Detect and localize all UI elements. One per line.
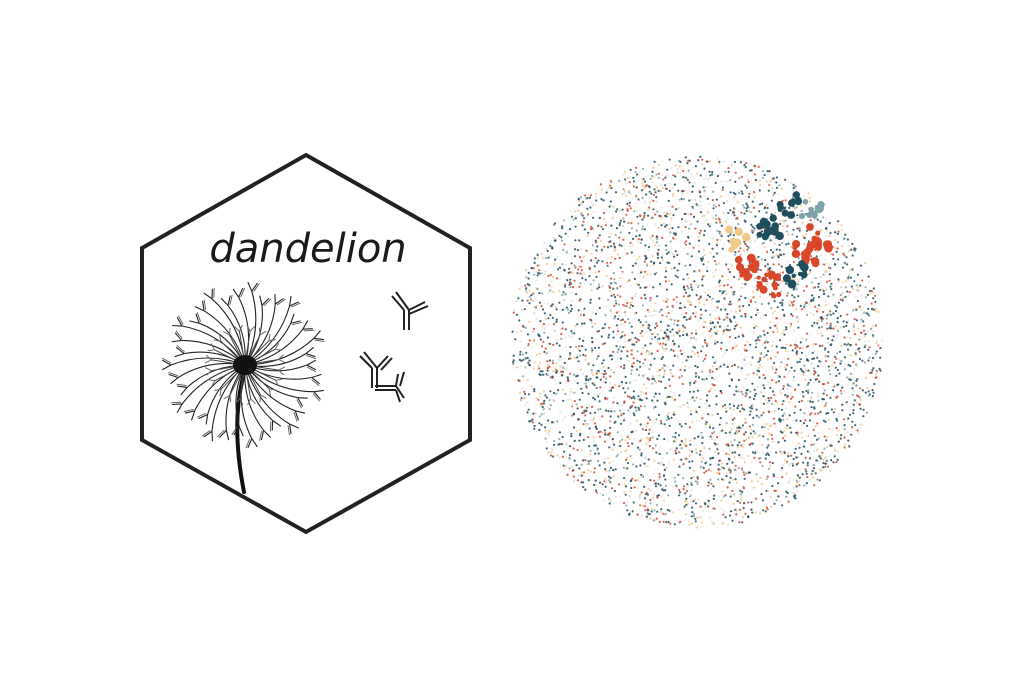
hexagon-outline bbox=[140, 152, 472, 535]
network-nodes bbox=[511, 155, 884, 529]
antibody-seed-icon-bottom bbox=[359, 351, 405, 403]
dandelion-icon bbox=[161, 281, 325, 494]
expanded-clone-cluster bbox=[725, 191, 833, 299]
logo-wordmark: dandelion bbox=[209, 226, 406, 272]
clone-network-plot bbox=[511, 155, 884, 529]
antibody-seed-icon-top bbox=[391, 291, 429, 330]
dandelion-hex-logo: dandelion bbox=[140, 152, 472, 535]
